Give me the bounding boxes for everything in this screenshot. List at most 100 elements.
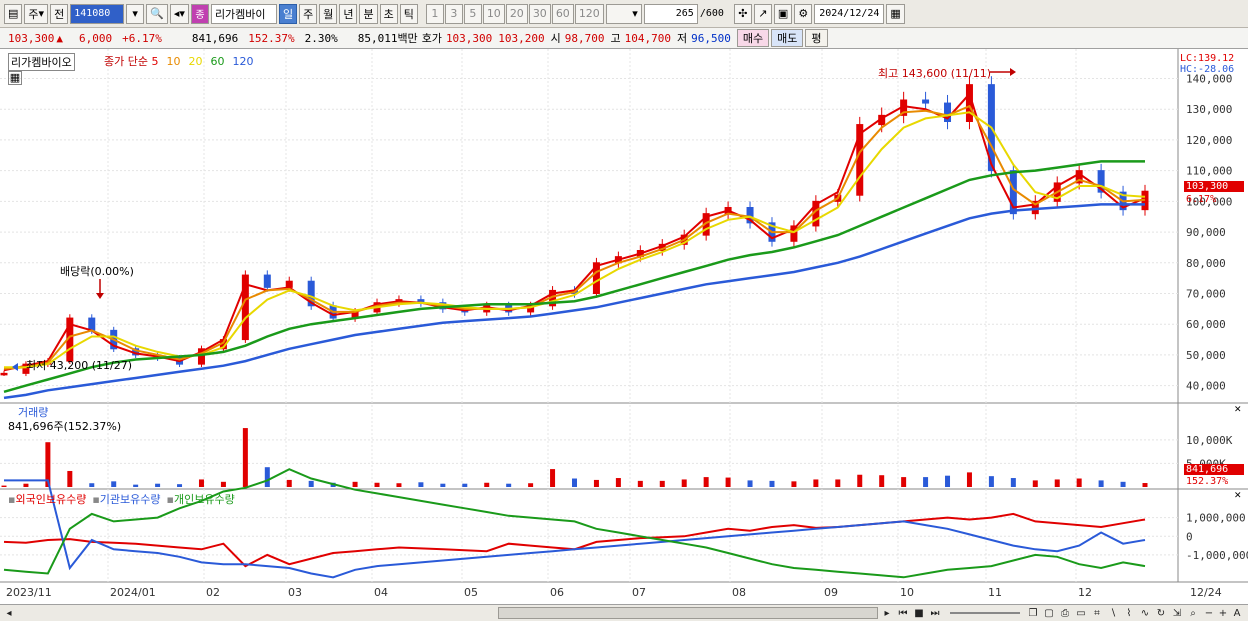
period-tab[interactable]: 일 [278, 3, 298, 24]
visible-count-input[interactable]: 265 [643, 3, 698, 24]
scroll-right-icon[interactable]: ▸ [884, 607, 890, 619]
ma-line-60 [3, 160, 1145, 394]
change-value: 6,000 [78, 31, 113, 45]
fast-forward-icon[interactable]: ⏭ [930, 607, 940, 619]
wave-icon[interactable]: ∿ [1140, 607, 1150, 619]
panel-close-icon[interactable]: ✕ [1234, 491, 1242, 501]
ma-legend-item[interactable]: 10 [166, 55, 181, 68]
individual-holding-line [3, 468, 1146, 579]
holding-legend-item[interactable]: 개인보유수량 [173, 493, 235, 506]
zoom-in-icon[interactable]: + [1218, 607, 1228, 619]
volume-bar [725, 477, 731, 487]
ma-legend[interactable]: 종가 단순 5 10 20 60 120 [104, 53, 261, 69]
draw-tool-icon[interactable]: ↗ [753, 3, 772, 24]
bid-price: 103,200 [498, 31, 545, 45]
settings-icon[interactable]: ⚙ [794, 3, 813, 24]
volume-bar [264, 467, 270, 487]
save-icon[interactable]: ▣ [773, 3, 793, 24]
holding-legend-item[interactable]: 기관보유수량 [99, 493, 161, 506]
interval-tab[interactable]: 1 [425, 3, 444, 24]
chart-area[interactable]: 140,000 130,000 120,000 110,000 100,000 90,00… [0, 49, 1248, 604]
legend-marker: ▪ [166, 493, 174, 506]
line-icon[interactable]: ∖ [1109, 607, 1117, 619]
volume-bar [813, 479, 819, 487]
window-icon[interactable]: ▭ [1076, 607, 1086, 619]
interval-tab[interactable]: 120 [574, 3, 604, 24]
ma-legend-item[interactable]: 5 [151, 55, 159, 68]
date-input[interactable]: 2024/12/24 [814, 3, 885, 24]
prev-button[interactable]: 전 [50, 3, 69, 24]
sell-button[interactable]: 매도 [771, 29, 804, 47]
interval-tab[interactable]: 30 [528, 3, 551, 24]
calendar-icon[interactable]: ▦ [886, 3, 905, 24]
period-tab[interactable]: 틱 [399, 3, 418, 24]
stock-code-dropdown-icon[interactable]: ▾ [126, 3, 145, 24]
interval-dropdown[interactable]: ▾ [605, 3, 642, 24]
interval-tab[interactable]: 5 [463, 3, 482, 24]
ma-legend-item[interactable]: 20 [188, 55, 203, 68]
search-icon[interactable]: 🔍 [146, 3, 168, 24]
candle-body [22, 363, 30, 374]
quote-bar: 103,300 ▲ 6,000 +6.17% 841,696 152.37% 2… [0, 28, 1248, 49]
speaker-icon[interactable]: ◂▾ [169, 3, 189, 24]
stop-icon[interactable]: ■ [914, 607, 924, 619]
volume-bar [923, 477, 929, 487]
volume-bar [111, 481, 117, 487]
zoom-out-icon[interactable]: − [1204, 607, 1214, 619]
period-tab[interactable]: 년 [339, 3, 358, 24]
volume-bar [1142, 483, 1148, 487]
chart-canvas[interactable]: 140,000 130,000 120,000 110,000 100,000 90,00… [0, 49, 1248, 604]
trend-icon[interactable]: ⌇ [1126, 607, 1132, 619]
volume-bar [593, 479, 599, 487]
y-tick-label: 40,000 [1186, 380, 1226, 393]
interval-tab[interactable]: 3 [444, 3, 463, 24]
rewind-icon[interactable]: ⏮ [898, 607, 908, 619]
export-icon[interactable]: ⇲ [1172, 607, 1182, 619]
period-tab[interactable]: 초 [379, 3, 398, 24]
period-tab[interactable]: 분 [359, 3, 378, 24]
ma-legend-item[interactable]: 60 [210, 55, 225, 68]
candle-body [197, 348, 205, 365]
crosshair-icon[interactable]: ✣ [733, 3, 752, 24]
interval-tab[interactable]: 10 [482, 3, 505, 24]
holding-legend[interactable]: ▪외국인보유수량 ▪기관보유수량 ▪개인보유수량 [8, 491, 241, 507]
volume-bar [703, 477, 709, 487]
period-week-dropdown[interactable]: 주 ▾ [24, 3, 49, 24]
volume-bar [374, 482, 380, 487]
volume-panel-title[interactable]: 거래량 [18, 406, 49, 419]
volume-bar [681, 479, 687, 487]
volume-value: 841,696 [191, 31, 239, 45]
scroll-left-icon[interactable]: ◂ [6, 607, 12, 619]
holding-legend-item[interactable]: 외국인보유수량 [15, 493, 87, 506]
grid-toggle-icon[interactable]: ▦ [8, 71, 22, 85]
font-size-icon[interactable]: A [1233, 607, 1241, 619]
scroll-thumb[interactable] [498, 607, 878, 619]
panel-close-icon[interactable]: ✕ [1234, 405, 1242, 415]
layout-icon[interactable]: ▢ [1044, 607, 1054, 619]
period-tab[interactable]: 월 [319, 3, 338, 24]
interval-tab[interactable]: 20 [505, 3, 528, 24]
volume-bar [615, 478, 621, 487]
interval-tab[interactable]: 60 [551, 3, 574, 24]
zoom-slider[interactable] [950, 612, 1020, 614]
volume-bar [1, 485, 7, 487]
volume-bar [1120, 481, 1126, 487]
layout-icon[interactable]: ▤ [4, 3, 23, 24]
volume-current-pct: 152.37% [1186, 476, 1229, 487]
tool-icon[interactable]: ⌗ [1094, 607, 1100, 619]
buy-button[interactable]: 매수 [736, 29, 770, 47]
low-label: 저 [677, 32, 688, 45]
high-label: 고 [610, 32, 621, 45]
copy-icon[interactable]: ❐ [1028, 607, 1038, 619]
ma-legend-prefix: 종가 단순 [104, 55, 152, 68]
ma-legend-item[interactable]: 120 [232, 55, 254, 68]
zoom-icon[interactable]: ⌕ [1190, 607, 1196, 619]
print-icon[interactable]: ⎙ [1061, 607, 1069, 619]
period-tab[interactable]: 주 [299, 3, 318, 24]
avg-button[interactable]: 평 [805, 29, 828, 47]
stock-code-input[interactable]: 141080 [70, 3, 125, 24]
refresh-icon[interactable]: ↻ [1156, 607, 1166, 619]
price-panel-title[interactable]: 리가켐바이오 [8, 53, 75, 71]
